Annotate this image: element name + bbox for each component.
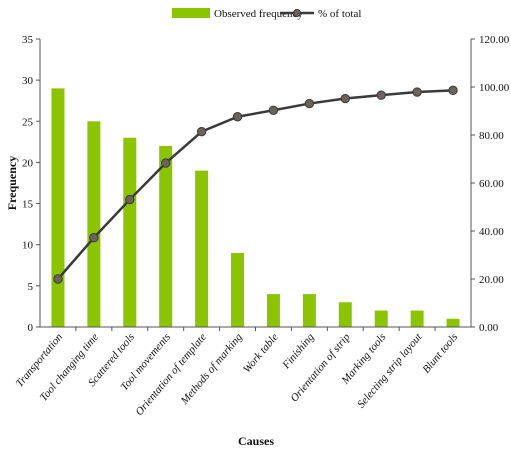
left-tick-label: 10 — [22, 240, 34, 252]
right-tick-label: 0.00 — [479, 322, 499, 334]
category-label: Methods of marking — [178, 331, 245, 408]
legend-swatch-percent-marker — [293, 9, 301, 17]
left-tick-label: 5 — [28, 281, 34, 293]
bar — [410, 310, 424, 327]
bar — [338, 302, 352, 327]
bar — [51, 88, 65, 327]
left-tick-label: 20 — [22, 157, 34, 169]
bar — [123, 137, 137, 327]
category-label: Orientation of template — [133, 331, 209, 418]
right-tick-label: 80.00 — [479, 130, 504, 142]
axes — [39, 39, 472, 328]
right-tick-label: 40.00 — [479, 226, 504, 238]
right-tick-label: 60.00 — [479, 178, 504, 190]
cumulative-point — [196, 126, 207, 137]
cumulative-point — [89, 233, 99, 243]
legend-label-observed-frequency: Observed frequency — [214, 8, 303, 20]
cumulative-line — [57, 89, 454, 280]
cumulative-point — [161, 158, 171, 168]
left-tick-label: 25 — [22, 116, 34, 128]
category-label: Finishing — [280, 331, 317, 372]
right-tick-label: 20.00 — [479, 274, 504, 286]
cumulative-point — [412, 87, 422, 97]
bar — [446, 318, 460, 327]
right-tick-label: 100.00 — [479, 82, 510, 94]
cumulative-point — [376, 90, 386, 100]
bar — [195, 170, 209, 327]
cumulative-point — [53, 274, 63, 284]
cumulative-point — [448, 85, 458, 96]
category-label: Work table — [241, 331, 281, 375]
category-label: Blunt tools — [420, 331, 460, 375]
right-axis-ticks: 0.00 20.00 40.00 60.00 80.00 100.00 120.00 — [471, 34, 510, 334]
legend: Observed frequency % of total — [172, 8, 361, 20]
right-tick-label: 120.00 — [479, 34, 510, 46]
cumulative-points — [53, 85, 458, 284]
cumulative-point — [232, 112, 243, 122]
left-tick-label: 35 — [22, 34, 34, 46]
left-tick-label: 30 — [22, 75, 34, 87]
left-axis-ticks: 0 5 10 15 20 25 30 35 — [22, 34, 40, 334]
cumulative-percent-line — [57, 89, 454, 280]
cumulative-point — [340, 93, 350, 104]
bars — [51, 88, 460, 331]
cumulative-point — [125, 194, 135, 205]
cumulative-point — [268, 105, 279, 115]
left-tick-label: 15 — [22, 199, 34, 211]
legend-swatch-observed-frequency — [172, 8, 210, 18]
bar — [87, 121, 101, 328]
legend-label-percent: % of total — [318, 8, 361, 20]
bar — [266, 294, 280, 327]
cumulative-point — [304, 98, 315, 109]
left-tick-label: 0 — [28, 322, 34, 334]
y-axis-title: Frequency — [5, 156, 19, 210]
bar — [374, 310, 388, 327]
x-axis-title: Causes — [238, 434, 274, 448]
bar — [302, 294, 316, 327]
category-label: Selecting strip layout — [355, 330, 425, 410]
bar — [159, 145, 173, 327]
bar — [231, 252, 245, 327]
